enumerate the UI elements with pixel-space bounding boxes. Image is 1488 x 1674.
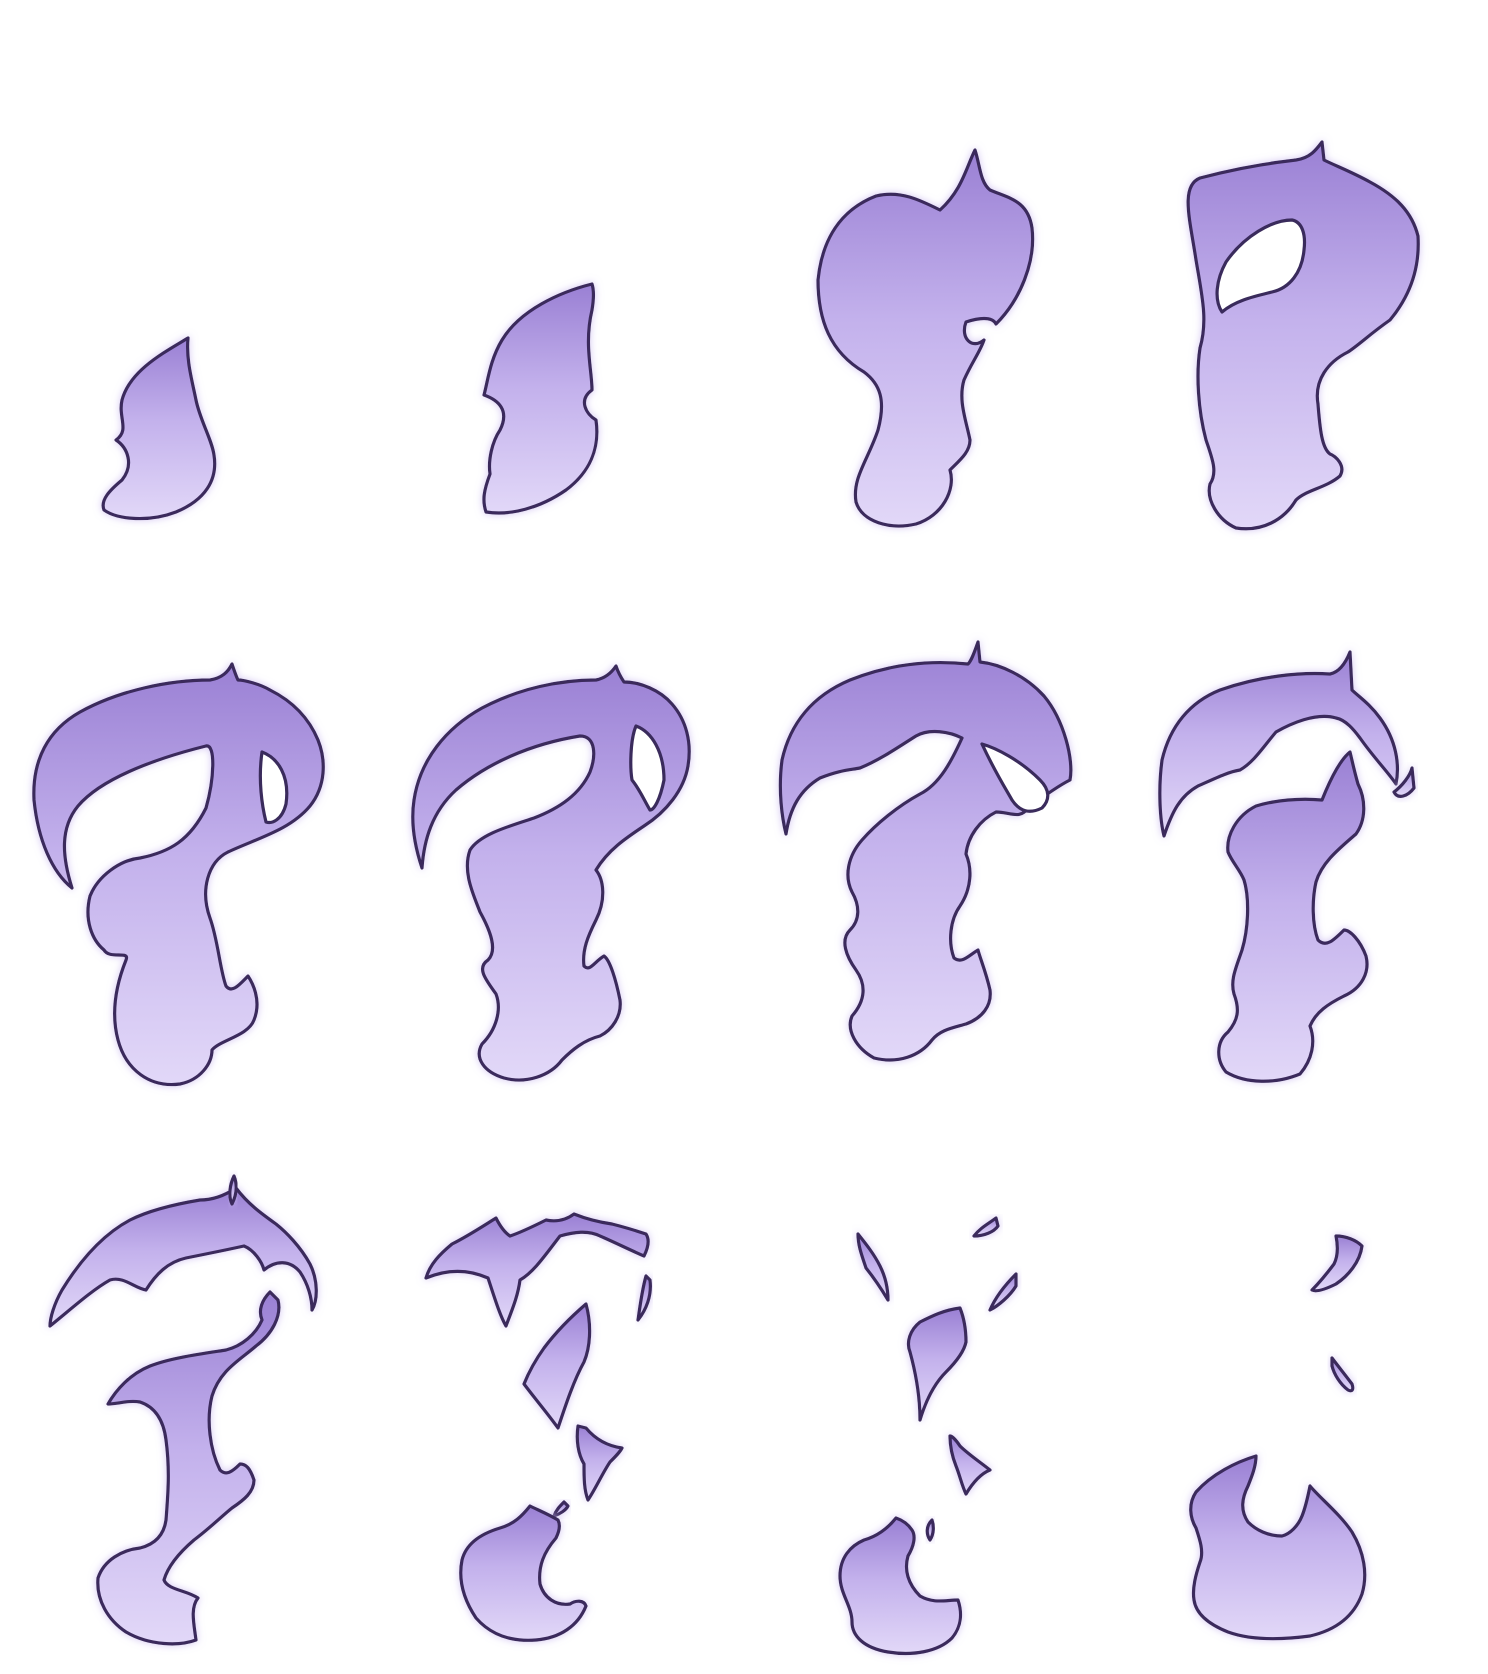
flame-frame-1 bbox=[101, 336, 217, 521]
flame-frame-7 bbox=[778, 640, 1073, 1062]
flame-frame-2 bbox=[482, 282, 599, 515]
flame-frame-12 bbox=[1189, 1234, 1367, 1641]
flame-frame-5 bbox=[32, 662, 325, 1087]
flame-frame-6 bbox=[411, 664, 691, 1082]
flame-frame-8 bbox=[1158, 650, 1416, 1083]
flame-frame-3 bbox=[816, 148, 1035, 528]
flame-frame-4 bbox=[1186, 140, 1420, 531]
flame-frame-11 bbox=[838, 1216, 1018, 1656]
flame-frame-9 bbox=[48, 1174, 318, 1646]
flame-frame-10 bbox=[424, 1212, 652, 1642]
